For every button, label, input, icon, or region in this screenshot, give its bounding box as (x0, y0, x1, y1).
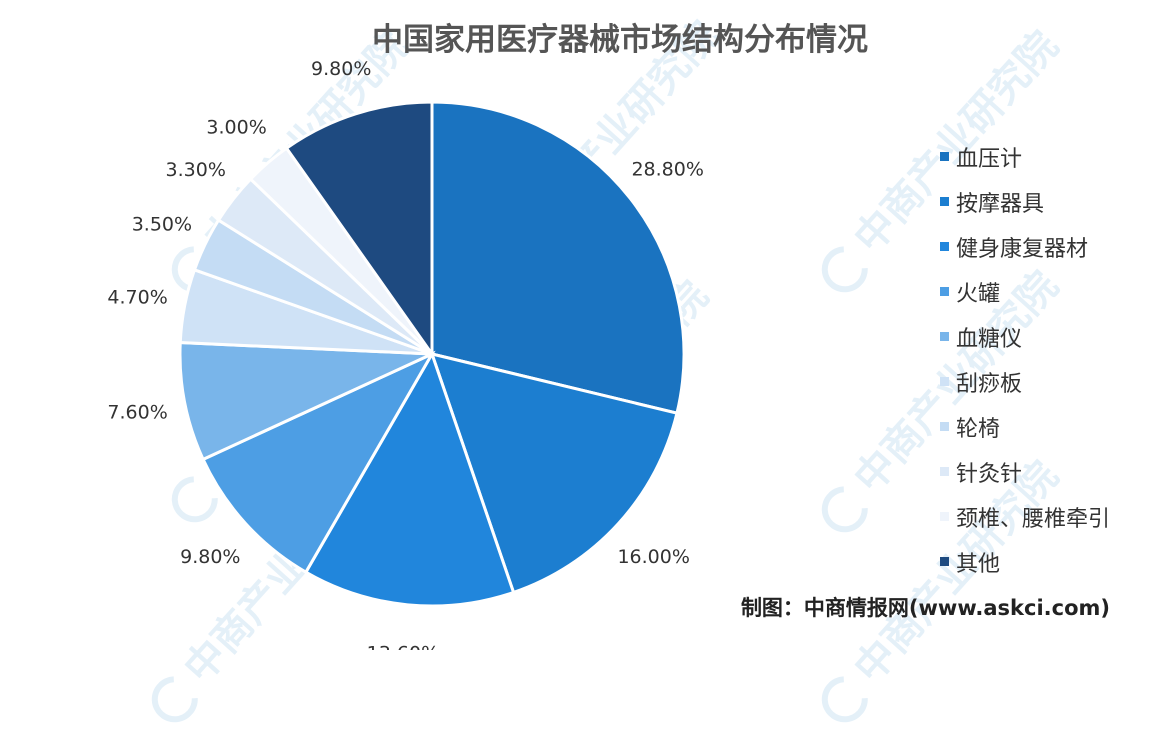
legend-swatch (940, 377, 949, 386)
legend-swatch (940, 287, 949, 296)
data-label: 16.00% (617, 546, 689, 568)
data-label: 3.00% (206, 116, 266, 138)
pie-slice (178, 340, 433, 462)
pie-slice (284, 100, 434, 359)
pie-slice (303, 350, 516, 608)
pie-slice (201, 350, 436, 575)
legend-swatch (940, 422, 949, 431)
legend-swatch (940, 242, 949, 251)
data-label: 13.60% (367, 643, 439, 650)
legend-label: 刮痧板 (956, 372, 1022, 397)
source-note: 制图：中商情报网(www.askci.com) (741, 596, 1110, 620)
legend-swatch (940, 512, 949, 521)
pie-slices (178, 100, 686, 608)
chart-title: 中国家用医疗器械市场结构分布情况 (372, 22, 868, 58)
legend-swatch (940, 467, 949, 476)
pie-chart: 中国家用医疗器械市场结构分布情况 28.80% 16.00% 13.60% 9.80%… (107, 22, 1110, 650)
data-labels: 28.80% 16.00% 13.60% 9.80% 7.60% 4.70% 3.50% 3.… (107, 58, 704, 650)
data-label: 4.70% (107, 287, 167, 309)
legend-label: 火罐 (956, 282, 1000, 307)
data-label: 9.80% (311, 58, 371, 80)
legend-swatch (940, 197, 949, 206)
legend-label: 按摩器具 (956, 192, 1044, 217)
pie-slice (430, 100, 686, 415)
legend-label: 血压计 (956, 147, 1022, 172)
data-label: 9.80% (180, 546, 240, 568)
legend-label: 颈椎、腰椎牵引 (956, 507, 1110, 532)
legend-swatch (940, 332, 949, 341)
legend-swatch (940, 557, 949, 566)
data-label: 3.30% (166, 159, 226, 181)
legend-swatch (940, 152, 949, 161)
legend-label: 针灸针 (956, 462, 1022, 487)
data-label: 28.80% (631, 158, 703, 180)
legend-label: 轮椅 (956, 417, 1000, 442)
legend-label: 血糖仪 (956, 327, 1022, 352)
legend-label: 健身康复器材 (956, 237, 1088, 262)
data-label: 3.50% (132, 213, 192, 235)
legend-label: 其他 (956, 552, 1000, 577)
data-label: 7.60% (107, 402, 167, 424)
